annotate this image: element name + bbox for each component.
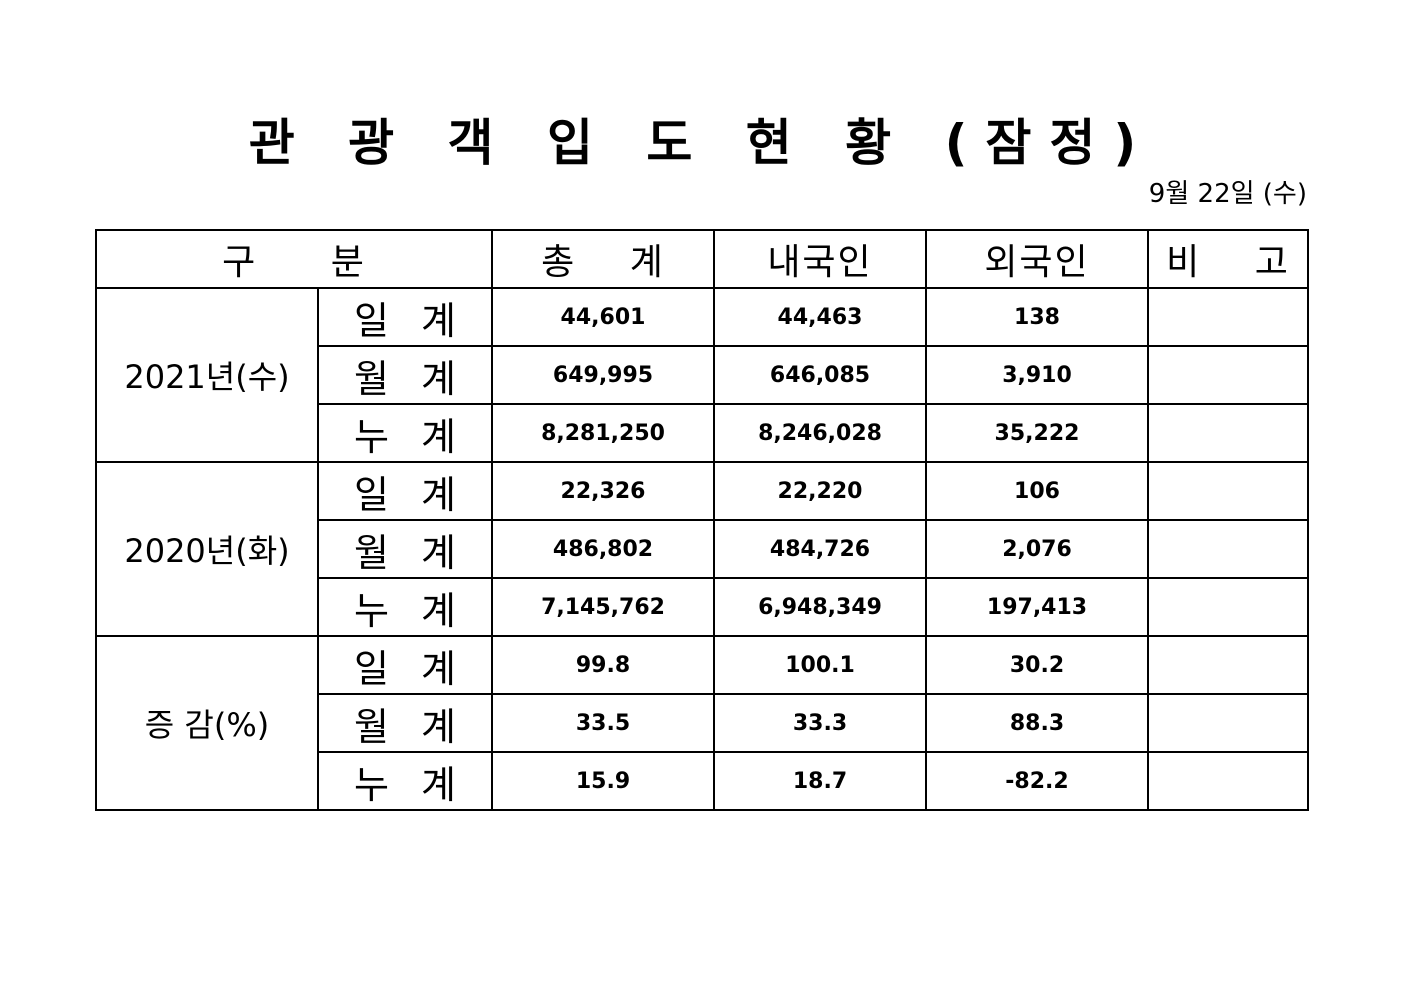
cell-total: 33.5	[491, 693, 715, 753]
cell-domestic: 18.7	[713, 751, 927, 811]
cell-foreign: 106	[925, 461, 1149, 521]
cell-foreign: 197,413	[925, 577, 1149, 637]
cell-domestic: 33.3	[713, 693, 927, 753]
cell-note	[1147, 635, 1309, 695]
table-row: 누 계 7,145,762 6,948,349 197,413	[96, 577, 1309, 637]
cell-foreign: 35,222	[925, 403, 1149, 463]
row-sub-label: 월 계	[317, 345, 493, 405]
report-date: 9월 22일 (수)	[1148, 179, 1307, 209]
table-header-row: 구 분 총 계 내국인 외국인 비 고	[95, 229, 1309, 289]
table-row: 2020년(화) 일 계 22,326 22,220 106	[95, 461, 1309, 637]
cell-total: 649,995	[491, 345, 715, 405]
table-row: 월 계 486,802 484,726 2,076	[96, 519, 1309, 579]
cell-note	[1147, 287, 1309, 347]
page-title: 관 광 객 입 도 현 황 (잠정)	[248, 114, 1155, 172]
header-category: 구 분	[95, 229, 493, 289]
cell-domestic: 484,726	[713, 519, 927, 579]
group-label-change: 증 감(%)	[95, 635, 319, 811]
header-domestic: 내국인	[713, 229, 927, 289]
table-row: 누 계 15.9 18.7 -82.2	[96, 751, 1309, 811]
cell-foreign: -82.2	[925, 751, 1149, 811]
row-sub-label: 일 계	[317, 287, 493, 347]
cell-domestic: 6,948,349	[713, 577, 927, 637]
group-label-2020: 2020년(화)	[95, 461, 319, 637]
row-sub-label: 월 계	[317, 693, 493, 753]
table-row: 증 감(%) 일 계 99.8 100.1 30.2	[95, 635, 1309, 811]
cell-total: 7,145,762	[491, 577, 715, 637]
cell-note	[1147, 461, 1309, 521]
cell-domestic: 100.1	[713, 635, 927, 695]
row-sub-label: 일 계	[317, 461, 493, 521]
header-foreign: 외국인	[925, 229, 1149, 289]
cell-total: 99.8	[491, 635, 715, 695]
row-sub-label: 누 계	[317, 403, 493, 463]
cell-domestic: 44,463	[713, 287, 927, 347]
table-row: 월 계 33.5 33.3 88.3	[96, 693, 1309, 753]
cell-total: 486,802	[491, 519, 715, 579]
cell-note	[1147, 577, 1309, 637]
cell-foreign: 3,910	[925, 345, 1149, 405]
cell-foreign: 138	[925, 287, 1149, 347]
cell-note	[1147, 403, 1309, 463]
cell-note	[1147, 751, 1309, 811]
row-sub-label: 누 계	[317, 577, 493, 637]
row-sub-label: 월 계	[317, 519, 493, 579]
table-row: 2021년(수) 일 계 44,601 44,463 138	[95, 287, 1309, 463]
cell-total: 8,281,250	[491, 403, 715, 463]
header-total: 총 계	[491, 229, 715, 289]
cell-foreign: 2,076	[925, 519, 1149, 579]
cell-foreign: 88.3	[925, 693, 1149, 753]
cell-domestic: 22,220	[713, 461, 927, 521]
cell-note	[1147, 519, 1309, 579]
cell-note	[1147, 693, 1309, 753]
header-note: 비 고	[1147, 229, 1309, 289]
table-row: 월 계 649,995 646,085 3,910	[96, 345, 1309, 405]
cell-total: 22,326	[491, 461, 715, 521]
cell-note	[1147, 345, 1309, 405]
cell-total: 44,601	[491, 287, 715, 347]
visitor-stats-table: 구 분 총 계 내국인 외국인 비 고 2021년(수) 일 계 44,601 …	[95, 229, 1309, 811]
row-sub-label: 누 계	[317, 751, 493, 811]
cell-foreign: 30.2	[925, 635, 1149, 695]
row-sub-label: 일 계	[317, 635, 493, 695]
group-label-2021: 2021년(수)	[95, 287, 319, 463]
cell-domestic: 646,085	[713, 345, 927, 405]
cell-total: 15.9	[491, 751, 715, 811]
table-row: 누 계 8,281,250 8,246,028 35,222	[96, 403, 1309, 463]
cell-domestic: 8,246,028	[713, 403, 927, 463]
